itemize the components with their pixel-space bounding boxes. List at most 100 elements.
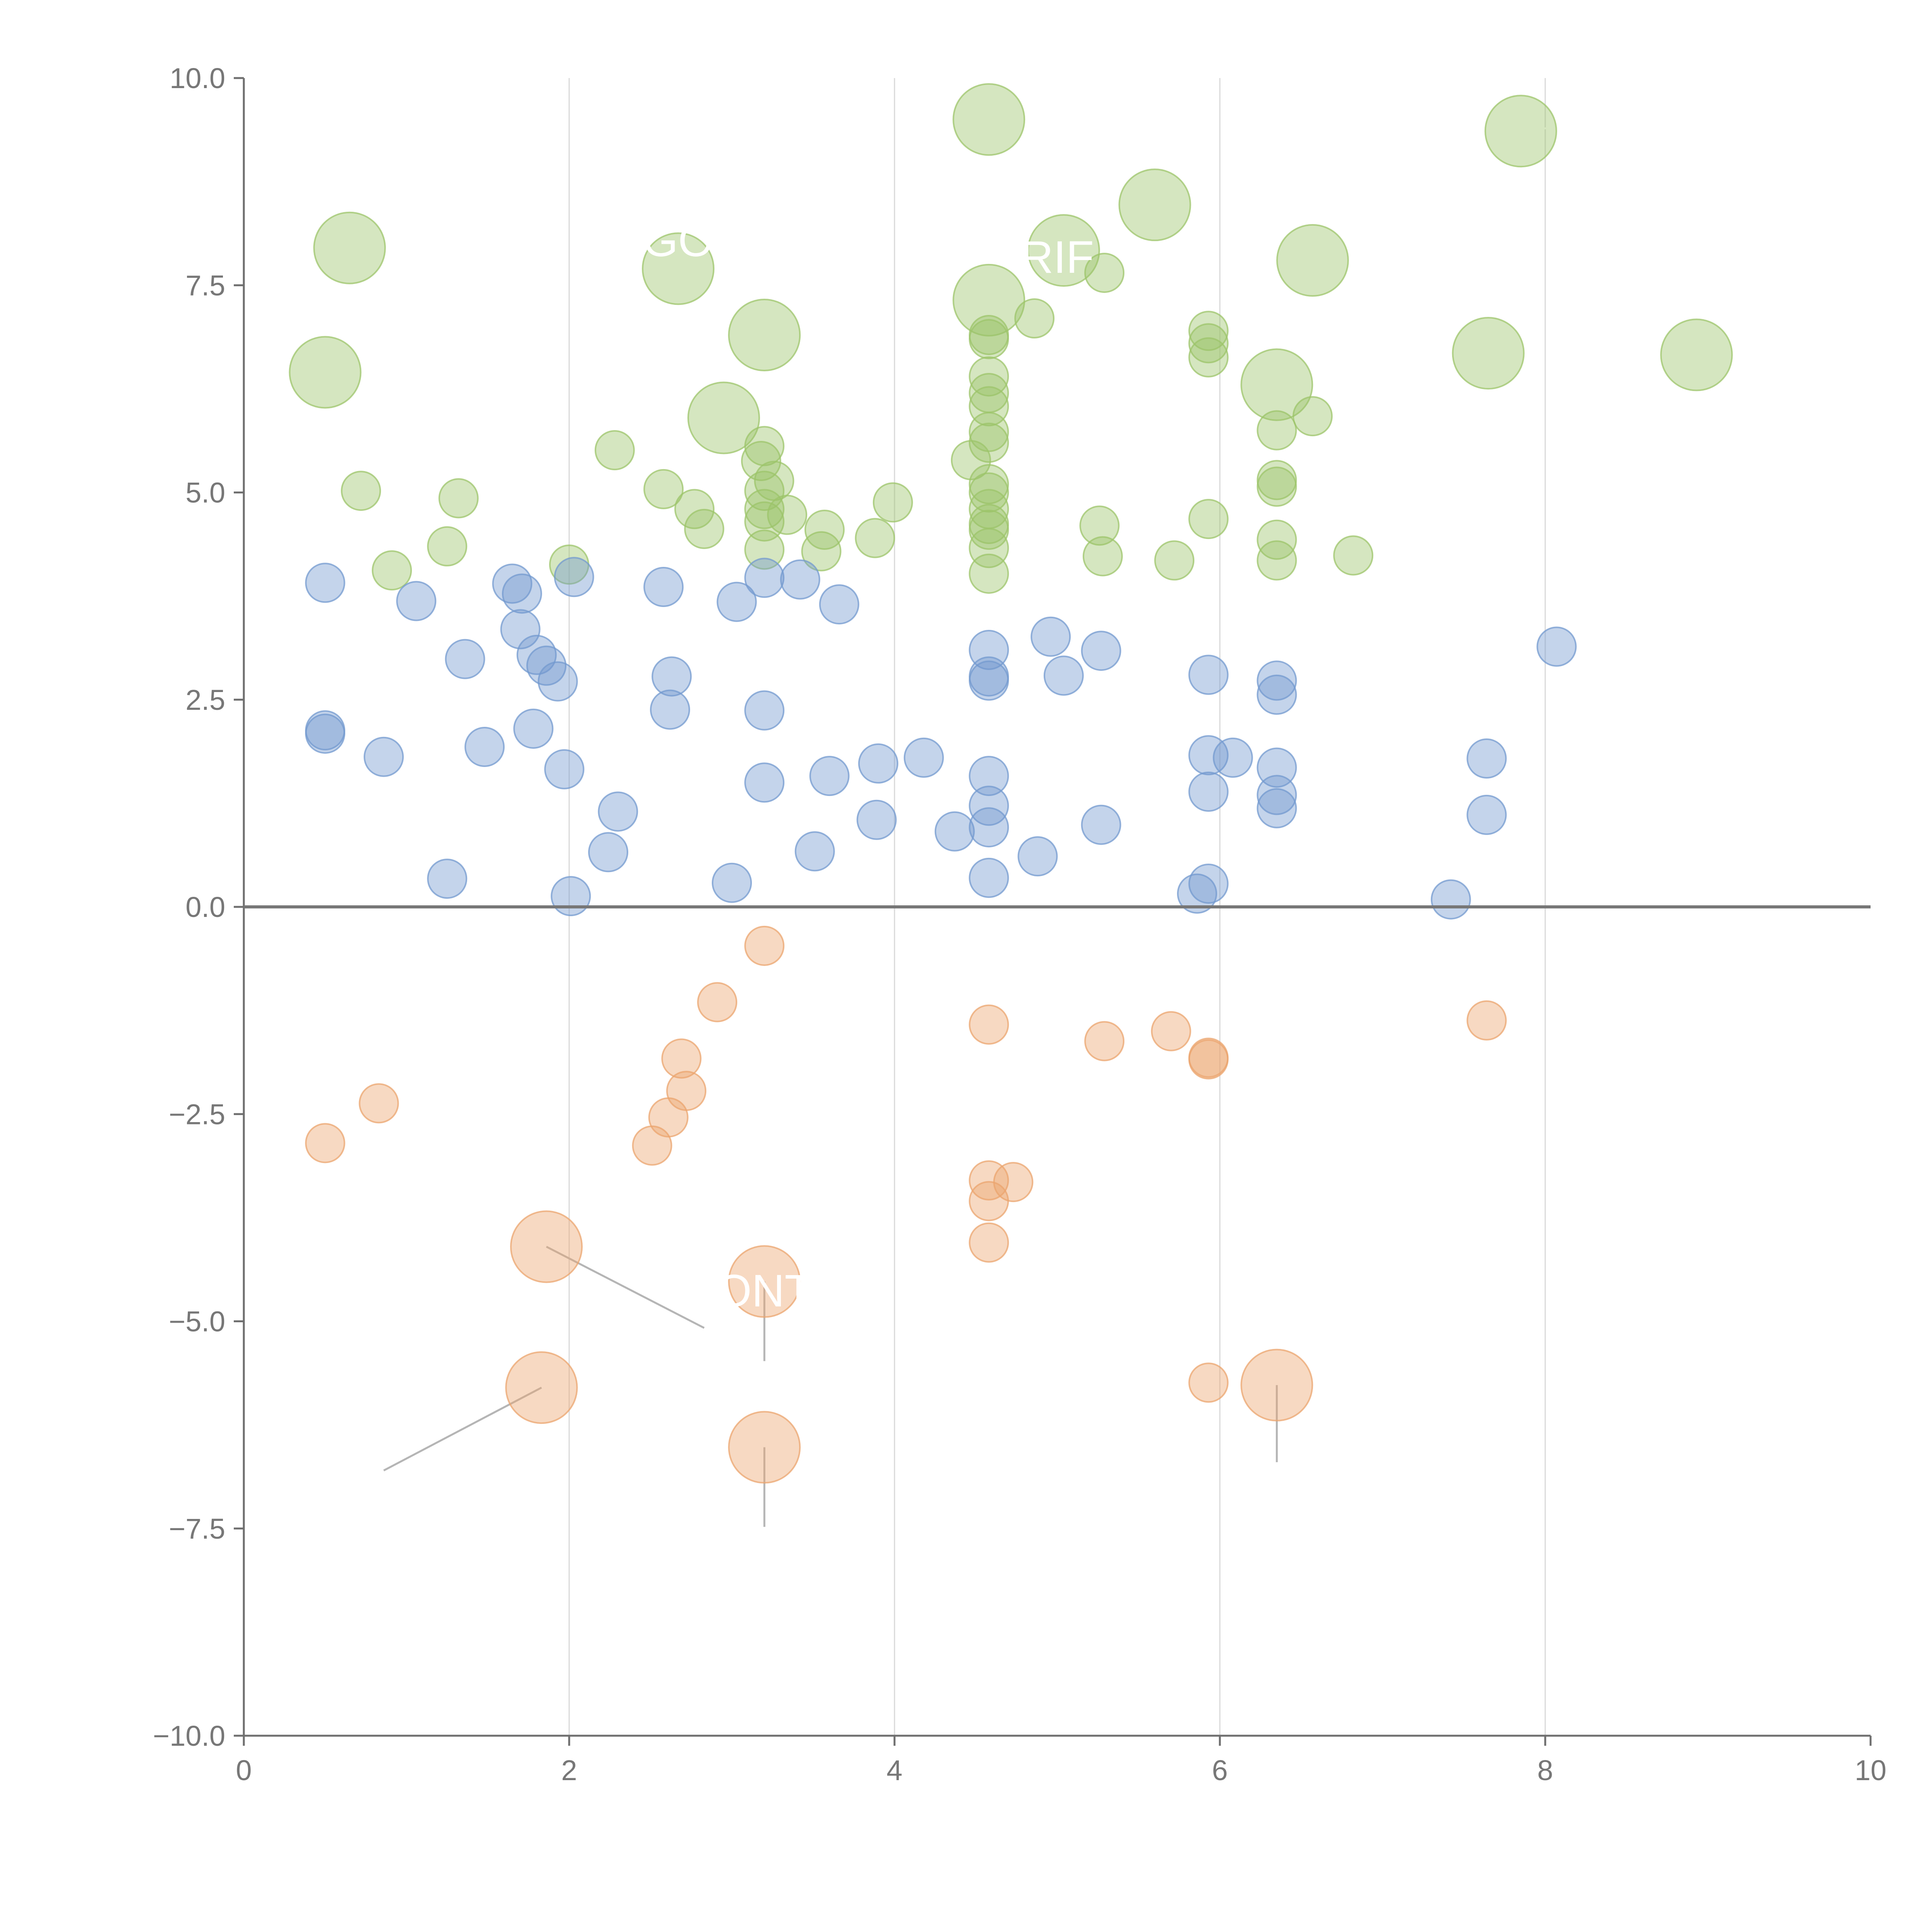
bubble-point [1466,1000,1507,1041]
bubble-point [289,336,362,409]
bubble-point [305,713,345,754]
bubble-point [1027,214,1100,287]
bubble-point [372,550,412,591]
bubble-point [661,1038,702,1079]
bubble-point [744,558,785,598]
bubble-point [744,501,785,542]
bubble-point [684,509,724,549]
bubble-point [305,1123,345,1163]
bubble-point [1017,836,1058,877]
bubble-point [359,1083,399,1124]
bubble-point [438,478,479,519]
bubble-point [969,756,1009,796]
bubble-point [1188,1039,1229,1080]
bubble-point [500,609,541,650]
bubble-point [643,469,684,509]
bubble-point [687,381,760,454]
bubble-point [1257,519,1297,560]
bubble-annotation: GO [643,215,714,266]
leader-line [349,214,354,248]
bubble-point [1188,655,1229,695]
bubble-point [1257,788,1297,828]
axis-layer: 0 2 4 6 8 10 −10.0 −7.5 −5.0 −2.5 0.0 2.5 5.0 7.5 10.0 [153,62,1886,1786]
bubble-point [969,504,1009,544]
bubble-point [716,582,757,622]
bubble-point [1081,631,1121,671]
bubble-point [643,567,684,607]
bubble-point [650,689,690,730]
bubble-point [809,756,850,796]
leader-line [935,110,989,121]
bubble-point [1257,540,1297,581]
bubble-point [1292,396,1333,437]
y-tick-label: −7.5 [169,1513,225,1545]
bubble-point [427,526,468,566]
bubble-point [969,356,1009,397]
annotation-layer: GO RIF ONT [643,215,1094,1316]
y-tick-label: 7.5 [185,269,225,301]
x-tick-label: 4 [886,1754,902,1786]
bubble-point [728,1411,801,1484]
bubble-point [1536,626,1577,667]
y-tick-label: −5.0 [169,1306,225,1338]
bubble-point [969,553,1009,594]
bubble-point [872,482,913,523]
bubble-point [464,727,505,767]
leader-line [1129,204,1156,224]
leader-line [988,299,1008,342]
bubble-point [969,472,1009,513]
bubble-point [969,464,1009,505]
bubble-point [554,557,594,597]
bubble-point [1188,323,1229,364]
series-mid [305,557,1577,920]
bubble-point [969,1222,1009,1263]
bubble-point [588,832,629,872]
bubble-point [427,859,468,899]
bubble-point [1079,505,1120,546]
y-tick-label: 5.0 [185,477,225,509]
bubble-point [969,319,1009,359]
bubble-point [1430,879,1471,920]
bubble-point [712,862,752,903]
x-tick-label: 6 [1212,1754,1228,1786]
bubble-point [794,831,835,872]
bubble-point [1660,318,1733,391]
y-tick-label: 2.5 [185,684,225,716]
bubble-point [744,690,785,731]
leader-line [764,327,805,336]
bubble-point [969,660,1009,701]
bubble-point [1466,794,1507,835]
bubble-point [856,799,897,840]
bubble-point [502,573,542,614]
bubble-point [744,529,785,570]
bubble-point [728,1245,801,1318]
bubble-point [993,1162,1034,1202]
bubble-point [594,430,635,471]
x-tick-label: 10 [1855,1754,1886,1786]
bubble-point [804,510,845,550]
leader-line-layer [325,110,1725,1527]
leader-line [325,367,361,373]
bubble-point [598,791,638,832]
bubble-point [666,1071,707,1111]
bubble-point [819,584,859,625]
bubble-point [1084,1021,1125,1061]
series-low [305,925,1507,1484]
bubble-point [1452,317,1525,390]
bubble-point [1118,168,1191,242]
bubble-point [313,211,386,284]
bubble-point [1014,298,1055,339]
bubble-point [1276,224,1349,297]
bubble-point [537,661,578,702]
bubble-point [1188,337,1229,378]
bubble-point [951,440,991,480]
y-tick-label: −10.0 [153,1720,225,1752]
bubble-point [969,786,1009,826]
bubble-point [505,1351,578,1424]
bubble-point [642,232,715,305]
series-high [289,83,1733,594]
bubble-point [1043,655,1084,696]
bubble-point [674,489,715,529]
